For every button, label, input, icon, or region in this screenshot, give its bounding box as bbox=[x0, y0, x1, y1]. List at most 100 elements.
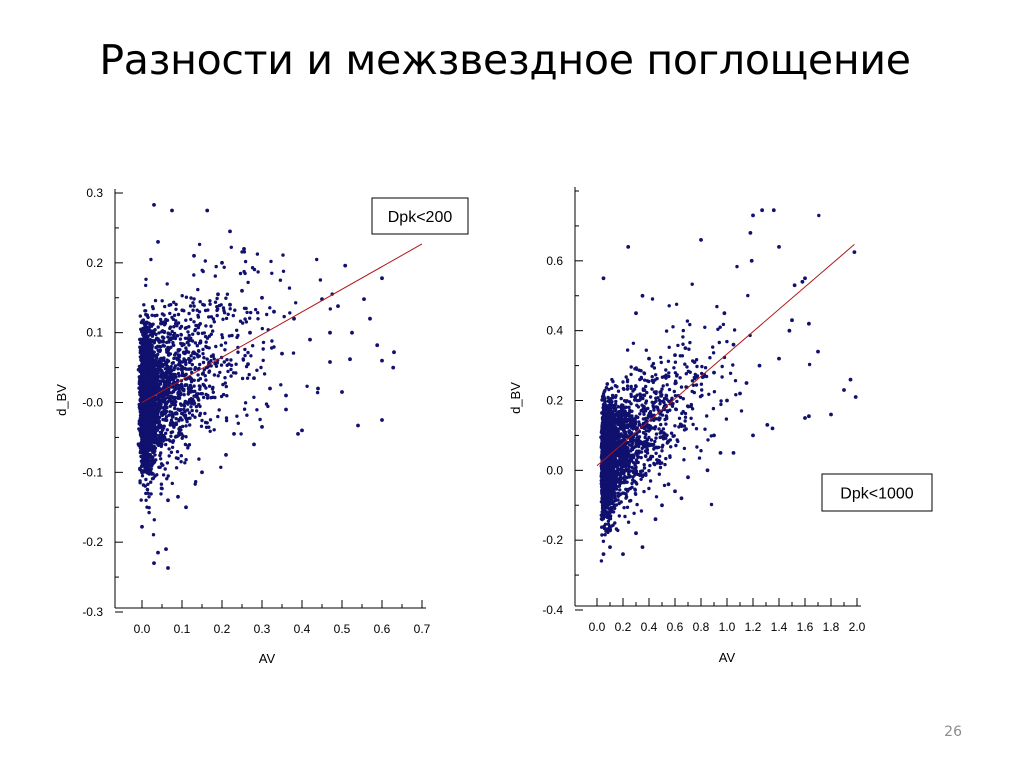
data-point bbox=[187, 325, 191, 329]
data-point bbox=[145, 488, 150, 492]
data-point bbox=[198, 362, 202, 367]
data-point bbox=[187, 343, 191, 347]
data-point bbox=[197, 402, 201, 407]
data-point bbox=[248, 330, 252, 335]
data-point bbox=[184, 458, 188, 462]
data-point bbox=[172, 356, 176, 361]
data-point bbox=[172, 402, 176, 407]
data-point bbox=[157, 362, 161, 367]
data-point bbox=[222, 360, 226, 364]
data-point bbox=[143, 369, 147, 374]
data-point bbox=[168, 421, 173, 425]
data-point bbox=[138, 369, 142, 374]
data-point bbox=[144, 333, 148, 338]
data-point bbox=[162, 336, 166, 340]
x-tick-label: 0.1 bbox=[174, 622, 191, 636]
data-point bbox=[170, 329, 174, 334]
data-point bbox=[159, 432, 163, 437]
data-point bbox=[197, 310, 202, 314]
data-point bbox=[191, 301, 195, 305]
data-point bbox=[616, 389, 621, 393]
data-point bbox=[138, 421, 142, 426]
data-point bbox=[162, 424, 166, 428]
data-point bbox=[168, 326, 172, 331]
data-point bbox=[141, 445, 145, 449]
data-point bbox=[176, 386, 180, 391]
data-point bbox=[173, 366, 177, 370]
data-point bbox=[142, 351, 146, 355]
data-point bbox=[292, 316, 296, 321]
data-point bbox=[243, 401, 248, 405]
data-point bbox=[203, 411, 207, 416]
data-point bbox=[622, 506, 626, 510]
data-point bbox=[184, 361, 188, 365]
data-point bbox=[171, 361, 175, 365]
data-point bbox=[140, 319, 144, 323]
data-point bbox=[238, 271, 243, 276]
data-point bbox=[161, 439, 165, 443]
data-point bbox=[250, 266, 255, 270]
data-point bbox=[187, 411, 192, 415]
data-point bbox=[343, 263, 348, 268]
data-point bbox=[220, 335, 225, 340]
data-point bbox=[639, 455, 643, 460]
data-point bbox=[177, 358, 181, 362]
data-point bbox=[144, 341, 148, 345]
data-point bbox=[185, 340, 189, 345]
data-point bbox=[190, 339, 195, 343]
data-point bbox=[647, 469, 651, 473]
data-point bbox=[258, 417, 262, 422]
data-point bbox=[140, 409, 144, 413]
data-point bbox=[211, 390, 215, 394]
data-point bbox=[146, 453, 151, 457]
data-point bbox=[625, 348, 630, 352]
data-point bbox=[146, 491, 150, 495]
data-point bbox=[174, 319, 178, 323]
data-point bbox=[211, 317, 216, 321]
data-point bbox=[279, 383, 283, 387]
data-point bbox=[159, 368, 164, 372]
data-point bbox=[186, 392, 190, 396]
data-point bbox=[208, 299, 212, 303]
data-point bbox=[621, 380, 625, 384]
data-point bbox=[246, 350, 250, 355]
data-point bbox=[241, 357, 245, 361]
data-point bbox=[177, 374, 181, 378]
data-point bbox=[139, 449, 143, 453]
data-point bbox=[179, 432, 183, 436]
data-point bbox=[219, 394, 224, 399]
data-point bbox=[163, 435, 167, 439]
data-point bbox=[242, 250, 247, 254]
data-point bbox=[243, 271, 247, 276]
data-point bbox=[176, 494, 180, 499]
data-point bbox=[152, 396, 156, 400]
fit-line bbox=[141, 243, 423, 403]
data-point bbox=[199, 424, 204, 428]
data-point bbox=[328, 330, 332, 335]
data-point bbox=[284, 407, 288, 412]
y-tick-label: -0.2 bbox=[82, 535, 103, 549]
y-tick-label: -0.3 bbox=[82, 605, 103, 619]
data-point bbox=[140, 524, 144, 529]
data-point bbox=[183, 409, 187, 414]
data-point bbox=[204, 425, 209, 429]
data-point bbox=[149, 352, 153, 356]
data-point bbox=[219, 363, 224, 367]
data-point bbox=[184, 424, 188, 428]
data-point bbox=[190, 408, 194, 413]
data-point bbox=[154, 345, 158, 350]
data-point bbox=[236, 350, 240, 354]
data-point bbox=[160, 486, 164, 491]
data-point bbox=[212, 373, 217, 377]
data-point bbox=[670, 404, 675, 408]
data-point bbox=[174, 307, 178, 311]
data-point bbox=[162, 384, 166, 388]
data-point bbox=[189, 317, 193, 322]
data-point bbox=[189, 386, 194, 390]
data-point bbox=[136, 442, 140, 446]
data-point bbox=[644, 384, 648, 389]
data-point bbox=[201, 395, 206, 400]
data-point bbox=[179, 403, 184, 407]
data-point bbox=[184, 346, 188, 350]
data-point bbox=[287, 286, 292, 290]
